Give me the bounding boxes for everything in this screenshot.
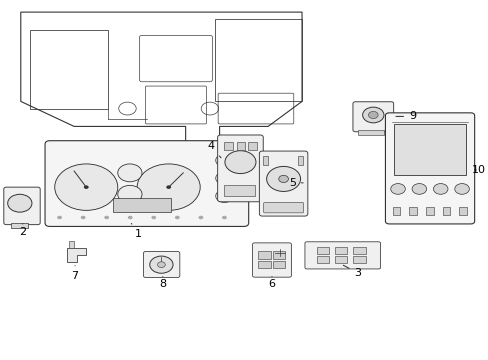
FancyBboxPatch shape (45, 141, 248, 226)
Circle shape (368, 111, 377, 118)
Circle shape (215, 190, 233, 203)
Bar (334, 256, 346, 263)
Bar (408, 207, 416, 215)
Bar (272, 261, 285, 268)
Circle shape (362, 107, 383, 123)
Circle shape (118, 164, 142, 182)
FancyBboxPatch shape (259, 151, 307, 216)
Text: 1: 1 (131, 224, 142, 239)
Circle shape (157, 262, 165, 267)
Circle shape (175, 216, 180, 219)
Bar (316, 256, 328, 263)
Circle shape (454, 184, 468, 194)
FancyBboxPatch shape (143, 251, 180, 278)
Bar (316, 247, 328, 254)
Bar (392, 207, 400, 215)
Circle shape (432, 184, 447, 194)
Circle shape (104, 216, 109, 219)
Circle shape (57, 216, 62, 219)
Text: 6: 6 (268, 276, 275, 289)
FancyBboxPatch shape (385, 113, 474, 224)
Bar (297, 156, 302, 165)
Circle shape (215, 154, 233, 167)
Circle shape (166, 185, 171, 189)
Bar (334, 247, 346, 254)
Circle shape (118, 185, 142, 203)
Circle shape (198, 216, 203, 219)
Bar (224, 143, 233, 150)
FancyBboxPatch shape (4, 187, 40, 225)
Bar (113, 198, 171, 212)
Bar (248, 143, 256, 150)
Text: 3: 3 (343, 265, 361, 278)
Bar (425, 207, 433, 215)
Circle shape (222, 216, 226, 219)
Circle shape (55, 164, 118, 210)
Circle shape (215, 172, 233, 185)
Bar (11, 223, 28, 228)
Circle shape (149, 256, 173, 273)
Bar (393, 123, 465, 175)
FancyBboxPatch shape (252, 243, 291, 277)
Text: 4: 4 (207, 141, 221, 158)
Circle shape (224, 151, 255, 174)
FancyBboxPatch shape (263, 203, 303, 213)
Text: 5: 5 (288, 178, 303, 188)
Text: 2: 2 (19, 224, 26, 237)
Circle shape (8, 194, 32, 212)
Text: 8: 8 (159, 276, 166, 289)
Bar (353, 247, 365, 254)
Bar (236, 143, 245, 150)
Circle shape (81, 216, 85, 219)
Bar (258, 261, 270, 268)
Text: 10: 10 (471, 165, 485, 175)
Circle shape (127, 216, 132, 219)
Circle shape (137, 164, 200, 210)
Bar (442, 207, 449, 215)
Bar (458, 207, 466, 215)
Circle shape (151, 216, 156, 219)
Circle shape (83, 185, 88, 189)
Circle shape (390, 184, 405, 194)
Bar (258, 251, 270, 258)
Text: 9: 9 (395, 111, 415, 121)
Circle shape (278, 175, 288, 183)
Circle shape (266, 166, 300, 192)
Text: 7: 7 (71, 266, 79, 282)
FancyBboxPatch shape (352, 102, 393, 132)
Polygon shape (67, 248, 86, 262)
Bar (353, 256, 365, 263)
Bar (69, 241, 74, 248)
Bar (224, 185, 254, 196)
Bar (272, 251, 285, 258)
Bar (263, 156, 267, 165)
Bar (357, 130, 383, 135)
FancyBboxPatch shape (305, 242, 380, 269)
Circle shape (411, 184, 426, 194)
FancyBboxPatch shape (217, 135, 263, 202)
